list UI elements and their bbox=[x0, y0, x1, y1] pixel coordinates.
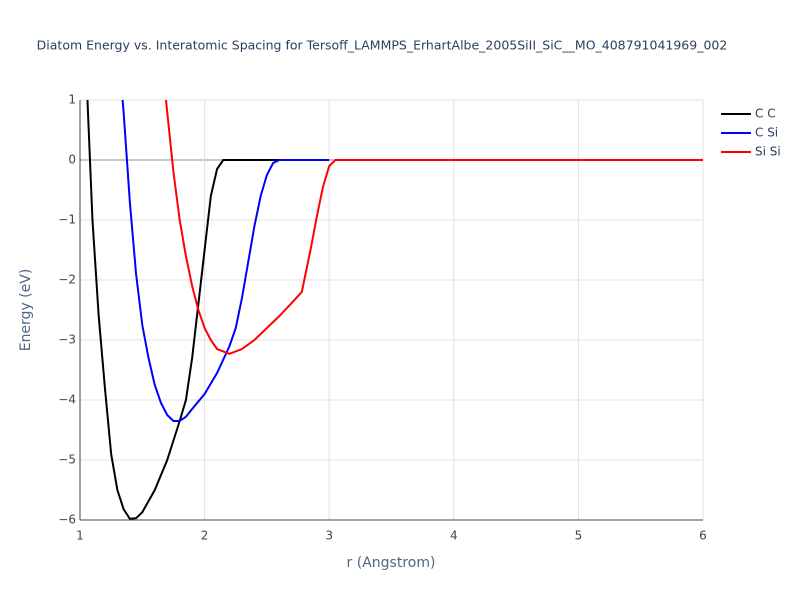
series-line bbox=[86, 100, 280, 520]
legend-label: Si Si bbox=[755, 145, 781, 159]
y-tick-label: −6 bbox=[58, 513, 76, 527]
x-tick-label: 2 bbox=[201, 529, 209, 543]
x-tick-label: 6 bbox=[699, 529, 707, 543]
y-tick-label: −5 bbox=[58, 453, 76, 467]
x-tick-label: 3 bbox=[325, 529, 333, 543]
series-line bbox=[164, 100, 703, 355]
y-tick-label: −1 bbox=[58, 213, 76, 227]
x-tick-label: 4 bbox=[450, 529, 458, 543]
y-tick-label: −2 bbox=[58, 273, 76, 287]
y-axis-title: Energy (eV) bbox=[18, 269, 34, 352]
y-tick-label: −4 bbox=[58, 393, 76, 407]
y-tick-label: 1 bbox=[68, 93, 76, 107]
plot-area bbox=[86, 100, 703, 520]
y-tick-label: −3 bbox=[58, 333, 76, 347]
x-tick-label: 5 bbox=[575, 529, 583, 543]
legend-label: C Si bbox=[755, 126, 778, 140]
grid bbox=[79, 99, 704, 521]
chart-title: Diatom Energy vs. Interatomic Spacing fo… bbox=[37, 38, 728, 53]
x-axis-title: r (Angstrom) bbox=[347, 555, 436, 571]
series-line bbox=[121, 100, 330, 422]
x-tick-label: 1 bbox=[76, 529, 84, 543]
y-tick-label: 0 bbox=[68, 153, 76, 167]
legend-label: C C bbox=[755, 107, 776, 121]
